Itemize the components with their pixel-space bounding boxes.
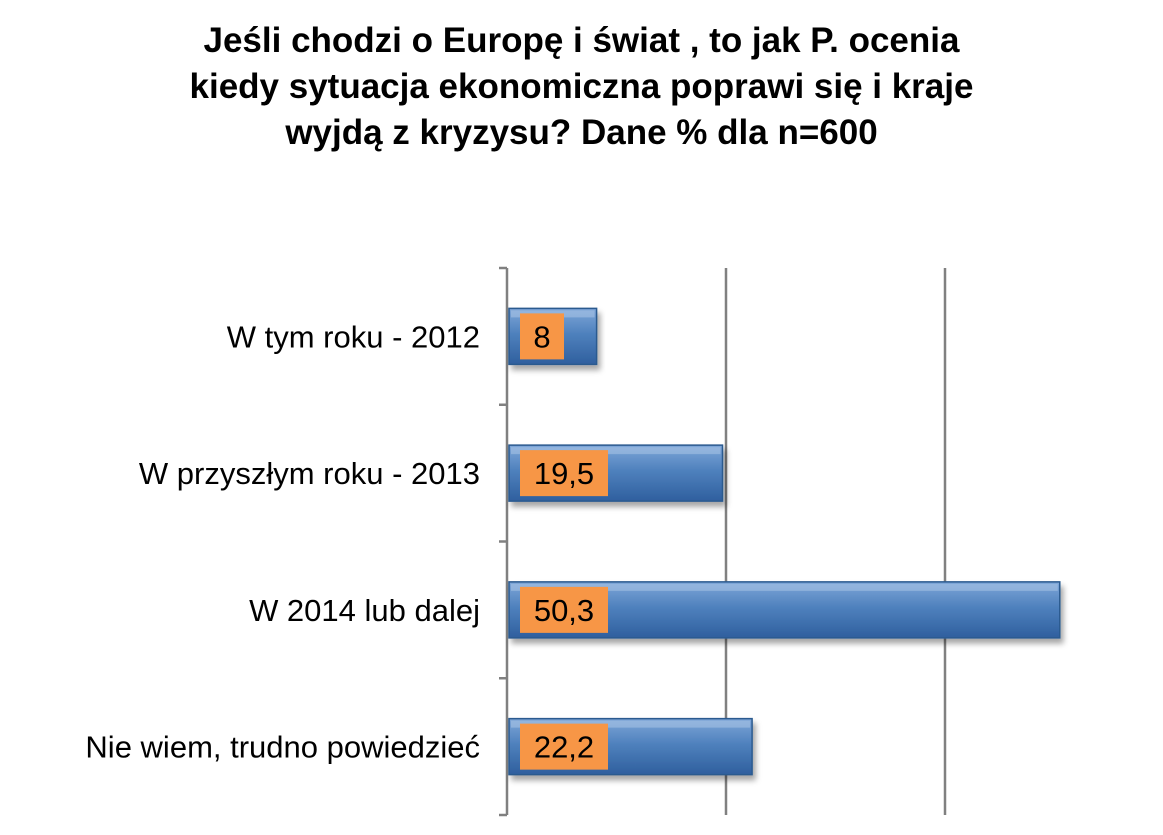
- data-label-box-0: [520, 313, 564, 360]
- data-label-3: 22,2: [534, 730, 594, 765]
- bars: 8 19,5 50,3 22,2: [508, 307, 1061, 776]
- chart-title-line-2: kiedy sytuacja ekonomiczna poprawi się i…: [189, 67, 974, 106]
- data-label-2: 50,3: [534, 593, 594, 628]
- category-label-1: W przyszłym roku - 2013: [139, 456, 480, 491]
- data-label-box-3: [520, 723, 608, 770]
- category-labels: W tym roku - 2012 W przyszłym roku - 2013…: [85, 319, 480, 764]
- category-label-2: W 2014 lub dalej: [249, 593, 480, 628]
- data-label-box-1: [520, 450, 608, 497]
- category-label-0: W tym roku - 2012: [227, 319, 480, 354]
- chart-title-line-3: wyjdą z kryzysu? Dane % dla n=600: [285, 113, 878, 152]
- data-label-box-2: [520, 586, 608, 633]
- bar-highlight-2: [511, 583, 1058, 591]
- category-axis: [499, 266, 509, 817]
- data-label-1: 19,5: [534, 456, 594, 491]
- bar-highlight-3: [511, 720, 751, 728]
- chart-title: Jeśli chodzi o Europę i świat , to jak P…: [0, 18, 1163, 156]
- category-label-3: Nie wiem, trudno powiedzieć: [85, 730, 480, 765]
- gridlines: [724, 268, 947, 815]
- bar-highlight-1: [511, 447, 721, 455]
- chart-title-line-1: Jeśli chodzi o Europę i świat , to jak P…: [203, 21, 960, 60]
- data-label-0: 8: [533, 319, 550, 354]
